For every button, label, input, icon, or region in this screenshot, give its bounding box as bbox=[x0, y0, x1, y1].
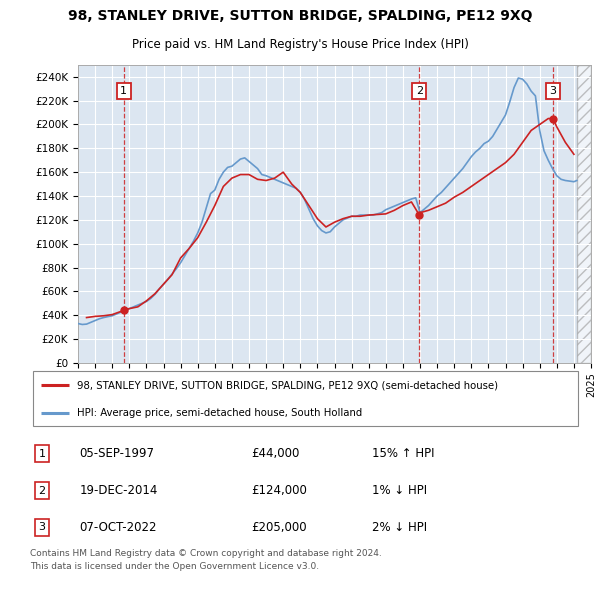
Text: Price paid vs. HM Land Registry's House Price Index (HPI): Price paid vs. HM Land Registry's House … bbox=[131, 38, 469, 51]
Text: Contains HM Land Registry data © Crown copyright and database right 2024.
This d: Contains HM Land Registry data © Crown c… bbox=[30, 549, 382, 571]
Text: 1% ↓ HPI: 1% ↓ HPI bbox=[372, 484, 427, 497]
Text: 15% ↑ HPI: 15% ↑ HPI bbox=[372, 447, 435, 460]
Text: £44,000: £44,000 bbox=[251, 447, 299, 460]
Text: 98, STANLEY DRIVE, SUTTON BRIDGE, SPALDING, PE12 9XQ (semi-detached house): 98, STANLEY DRIVE, SUTTON BRIDGE, SPALDI… bbox=[77, 381, 498, 390]
Text: 19-DEC-2014: 19-DEC-2014 bbox=[80, 484, 158, 497]
Text: 05-SEP-1997: 05-SEP-1997 bbox=[80, 447, 155, 460]
Text: 1: 1 bbox=[121, 86, 127, 96]
Text: HPI: Average price, semi-detached house, South Holland: HPI: Average price, semi-detached house,… bbox=[77, 408, 362, 418]
Text: 3: 3 bbox=[550, 86, 556, 96]
FancyBboxPatch shape bbox=[33, 371, 578, 426]
Text: 07-OCT-2022: 07-OCT-2022 bbox=[80, 521, 157, 534]
Text: 2: 2 bbox=[38, 486, 46, 496]
Text: £124,000: £124,000 bbox=[251, 484, 307, 497]
Text: 2% ↓ HPI: 2% ↓ HPI bbox=[372, 521, 427, 534]
Text: 1: 1 bbox=[38, 449, 46, 458]
Text: 98, STANLEY DRIVE, SUTTON BRIDGE, SPALDING, PE12 9XQ: 98, STANLEY DRIVE, SUTTON BRIDGE, SPALDI… bbox=[68, 9, 532, 23]
Text: 2: 2 bbox=[416, 86, 423, 96]
Text: £205,000: £205,000 bbox=[251, 521, 307, 534]
Text: 3: 3 bbox=[38, 522, 46, 532]
Bar bbox=[577, 65, 591, 363]
